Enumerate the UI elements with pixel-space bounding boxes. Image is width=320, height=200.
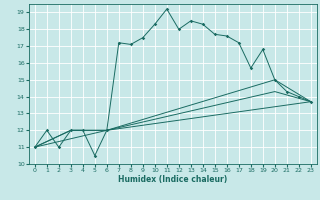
X-axis label: Humidex (Indice chaleur): Humidex (Indice chaleur) xyxy=(118,175,228,184)
